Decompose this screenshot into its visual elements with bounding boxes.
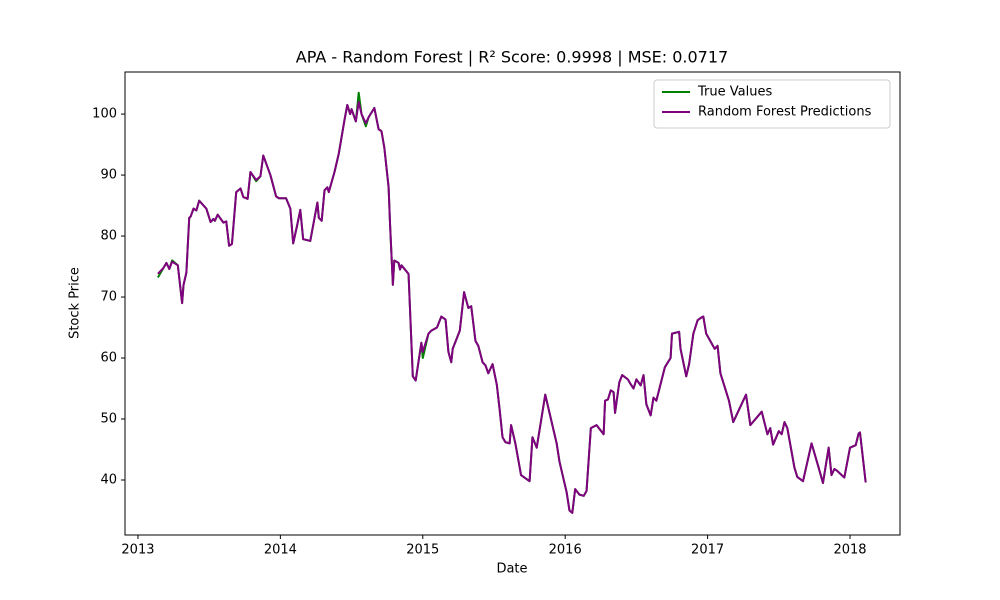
legend-label: Random Forest Predictions bbox=[698, 105, 872, 120]
y-tick-label: 90 bbox=[100, 168, 117, 183]
chart-title: APA - Random Forest | R² Score: 0.9998 |… bbox=[296, 48, 728, 67]
y-axis-label: Stock Price bbox=[68, 267, 83, 339]
y-tick-label: 100 bbox=[92, 107, 117, 122]
y-tick-label: 80 bbox=[100, 229, 117, 244]
x-tick-label: 2018 bbox=[833, 543, 866, 558]
y-tick-label: 70 bbox=[100, 290, 117, 305]
x-tick-label: 2015 bbox=[406, 543, 439, 558]
y-tick-label: 40 bbox=[100, 472, 117, 487]
legend: True Values Random Forest Predictions bbox=[653, 79, 891, 129]
y-tick-label: 50 bbox=[100, 412, 117, 427]
plot-frame bbox=[124, 71, 901, 536]
legend-label: True Values bbox=[697, 85, 772, 100]
x-tick-label: 2014 bbox=[264, 543, 297, 558]
x-tick-label: 2013 bbox=[121, 543, 154, 558]
x-axis-label: Date bbox=[496, 562, 527, 577]
x-tick-label: 2016 bbox=[549, 543, 582, 558]
legend-frame bbox=[653, 79, 891, 129]
y-tick-label: 60 bbox=[100, 351, 117, 366]
series-line bbox=[157, 100, 867, 514]
x-tick-label: 2017 bbox=[691, 543, 724, 558]
